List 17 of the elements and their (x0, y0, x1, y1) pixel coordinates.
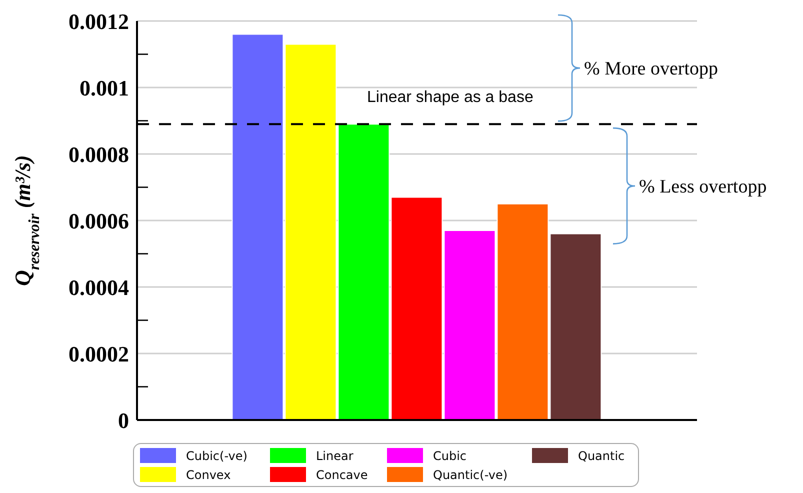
y-tick-label: 0.0012 (68, 8, 129, 34)
y-tick-label: 0.0008 (68, 142, 129, 167)
y-tick-label: 0 (118, 408, 129, 433)
legend-label: Convex (186, 468, 231, 482)
legend-label: Quantic(-ve) (433, 468, 508, 482)
legend-label: Linear (316, 448, 354, 462)
legend-label: Concave (316, 468, 368, 482)
annotation: % More overtopp (584, 58, 718, 80)
annotation: % Less overtopp (639, 176, 767, 198)
y-tick-label: 0.001 (80, 75, 129, 100)
legend-label: Cubic(-ve) (186, 448, 248, 462)
ref-line-label: Linear shape as a base (367, 89, 534, 106)
legend-label: Quantic (578, 448, 625, 462)
y-tick-label: 0.0006 (68, 208, 129, 234)
y-tick-label: 0.0004 (68, 274, 129, 300)
y-tick-label: 0.0002 (68, 341, 129, 366)
legend-label: Cubic (433, 448, 467, 462)
